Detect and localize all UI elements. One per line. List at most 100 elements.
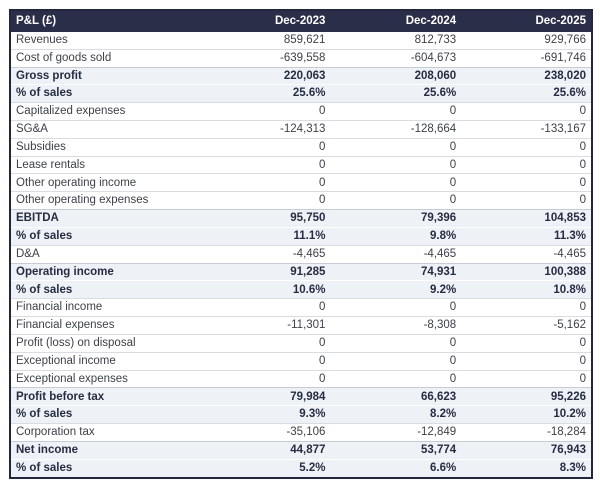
row-value: 79,984 — [199, 387, 331, 406]
row-label: Lease rentals — [10, 155, 200, 174]
row-label: Cost of goods sold — [10, 48, 200, 67]
row-value: 0 — [461, 102, 592, 121]
pnl-table: P&L (£) Dec-2023 Dec-2024 Dec-2025 Reven… — [9, 9, 593, 479]
row-value: 104,853 — [461, 209, 592, 228]
row-value: 10.8% — [461, 280, 592, 299]
table-row: % of sales 9.3% 8.2% 10.2% — [10, 405, 592, 424]
table-row: Subsidies 0 0 0 — [10, 137, 592, 157]
table-row: % of sales 11.1% 9.8% 11.3% — [10, 226, 592, 246]
table-row: % of sales 25.6% 25.6% 25.6% — [10, 84, 592, 103]
row-value: 10.6% — [199, 280, 331, 299]
row-value: 8.3% — [461, 458, 592, 478]
pnl-report: P&L (£) Dec-2023 Dec-2024 Dec-2025 Reven… — [9, 9, 593, 479]
row-label: Financial expenses — [10, 316, 200, 335]
row-value: 11.3% — [461, 226, 592, 246]
row-value: 5.2% — [199, 458, 331, 478]
row-value: 0 — [330, 298, 462, 317]
row-value: 0 — [199, 173, 331, 192]
row-value: -604,673 — [330, 48, 462, 67]
row-value: 0 — [330, 191, 462, 210]
row-value: 76,943 — [461, 440, 592, 460]
row-value: 0 — [199, 137, 331, 157]
row-value: 0 — [461, 369, 592, 388]
row-value: 208,060 — [330, 66, 462, 85]
row-value: 0 — [461, 155, 592, 174]
row-value: 0 — [330, 333, 462, 353]
row-value: 10.2% — [461, 405, 592, 424]
row-value: 0 — [461, 351, 592, 371]
row-value: 0 — [199, 351, 331, 371]
row-value: 0 — [199, 155, 331, 174]
row-value: 9.3% — [199, 405, 331, 424]
row-label: Exceptional income — [10, 351, 200, 371]
table-row: Capitalized expenses 0 0 0 — [10, 102, 592, 121]
row-label: Operating income — [10, 262, 200, 281]
row-value: 100,388 — [461, 262, 592, 281]
table-row: Cost of goods sold -639,558 -604,673 -691,7… — [10, 48, 592, 67]
row-value: -12,849 — [330, 423, 462, 442]
table-row: % of sales 10.6% 9.2% 10.8% — [10, 280, 592, 299]
row-value: 0 — [330, 173, 462, 192]
row-label: SG&A — [10, 119, 200, 139]
row-value: 8.2% — [330, 405, 462, 424]
table-row: Financial income 0 0 0 — [10, 298, 592, 317]
table-row: % of sales 5.2% 6.6% 8.3% — [10, 458, 592, 478]
row-value: 11.1% — [199, 226, 331, 246]
row-value: -4,465 — [330, 244, 462, 264]
row-label: % of sales — [10, 405, 200, 424]
row-value: -8,308 — [330, 316, 462, 335]
row-value: 929,766 — [461, 32, 592, 50]
row-value: 95,226 — [461, 387, 592, 406]
header-cell-dec-2024: Dec-2024 — [330, 10, 462, 32]
row-label: Financial income — [10, 298, 200, 317]
row-value: 0 — [461, 298, 592, 317]
row-value: 0 — [330, 369, 462, 388]
row-value: 25.6% — [461, 84, 592, 103]
table-row: EBITDA 95,750 79,396 104,853 — [10, 209, 592, 228]
header-cell-dec-2025: Dec-2025 — [461, 10, 592, 32]
row-value: -639,558 — [199, 48, 331, 67]
table-row: Corporation tax -35,106 -12,849 -18,284 — [10, 423, 592, 442]
row-label: Net income — [10, 440, 200, 460]
row-value: -35,106 — [199, 423, 331, 442]
row-value: 0 — [330, 351, 462, 371]
table-row: Other operating income 0 0 0 — [10, 173, 592, 192]
table-row: Lease rentals 0 0 0 — [10, 155, 592, 174]
row-value: 0 — [461, 191, 592, 210]
table-row: D&A -4,465 -4,465 -4,465 — [10, 244, 592, 264]
row-value: -691,746 — [461, 48, 592, 67]
row-label: % of sales — [10, 84, 200, 103]
row-value: 25.6% — [330, 84, 462, 103]
row-value: 53,774 — [330, 440, 462, 460]
table-row: Profit (loss) on disposal 0 0 0 — [10, 333, 592, 353]
header-cell-dec-2023: Dec-2023 — [199, 10, 331, 32]
row-value: 6.6% — [330, 458, 462, 478]
row-label: % of sales — [10, 280, 200, 299]
table-row: Revenues 859,621 812,733 929,766 — [10, 32, 592, 50]
table-row: Exceptional income 0 0 0 — [10, 351, 592, 371]
row-value: 0 — [461, 137, 592, 157]
row-label: EBITDA — [10, 209, 200, 228]
table-row: Gross profit 220,063 208,060 238,020 — [10, 66, 592, 85]
row-value: 0 — [461, 333, 592, 353]
table-row: Profit before tax 79,984 66,623 95,226 — [10, 387, 592, 406]
row-value: 44,877 — [199, 440, 331, 460]
table-row: SG&A -124,313 -128,664 -133,167 — [10, 119, 592, 139]
row-label: Profit before tax — [10, 387, 200, 406]
row-label: Corporation tax — [10, 423, 200, 442]
row-value: 0 — [330, 137, 462, 157]
table-row: Operating income 91,285 74,931 100,388 — [10, 262, 592, 281]
row-value: -133,167 — [461, 119, 592, 139]
row-value: -18,284 — [461, 423, 592, 442]
row-value: 79,396 — [330, 209, 462, 228]
row-value: 9.2% — [330, 280, 462, 299]
row-value: 0 — [330, 102, 462, 121]
row-value: 0 — [461, 173, 592, 192]
table-row: Exceptional expenses 0 0 0 — [10, 369, 592, 388]
row-value: 91,285 — [199, 262, 331, 281]
row-value: 812,733 — [330, 32, 462, 50]
table-row: Other operating expenses 0 0 0 — [10, 191, 592, 210]
table-row: Net income 44,877 53,774 76,943 — [10, 440, 592, 460]
table-header-row: P&L (£) Dec-2023 Dec-2024 Dec-2025 — [10, 10, 592, 32]
row-value: -5,162 — [461, 316, 592, 335]
